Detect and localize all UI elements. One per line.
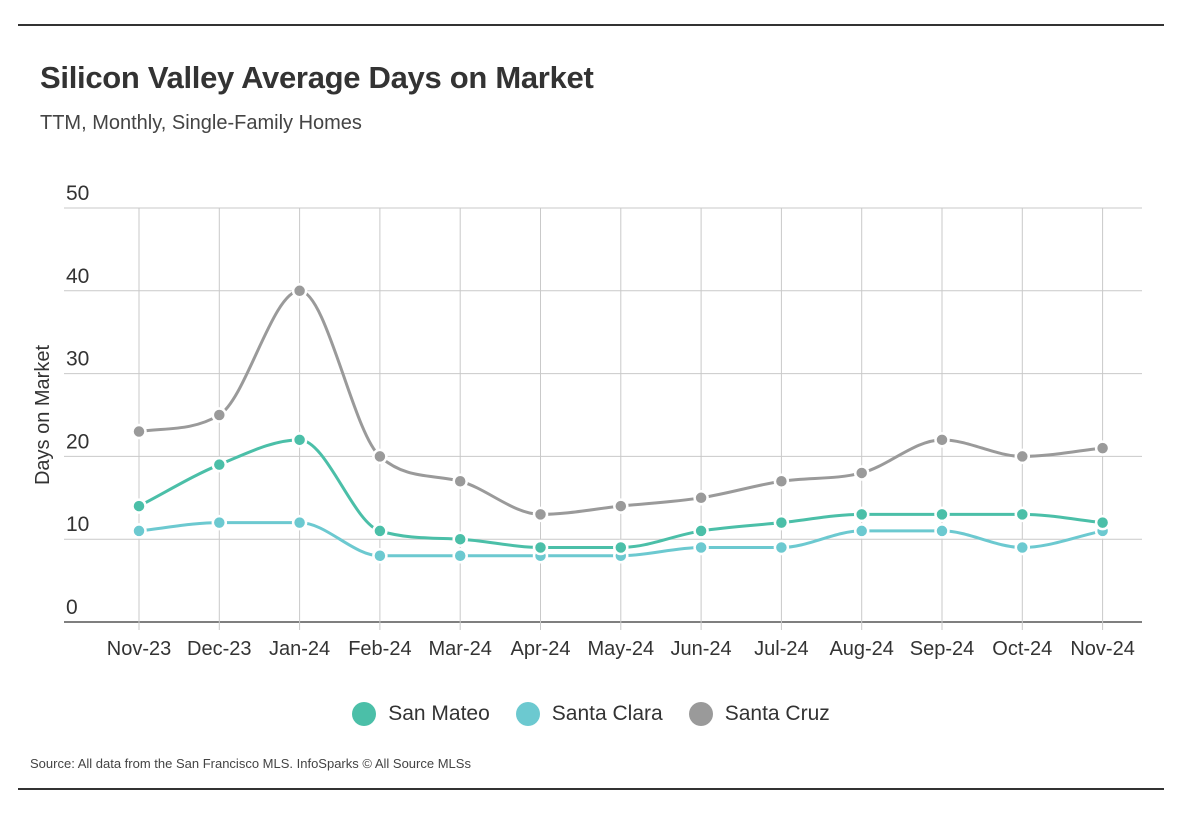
chart-title: Silicon Valley Average Days on Market xyxy=(40,60,594,95)
data-point-santa-cruz xyxy=(131,423,147,440)
legend-label: San Mateo xyxy=(388,702,490,725)
x-tick-label: Jun-24 xyxy=(671,638,732,660)
x-tick-label: May-24 xyxy=(587,638,654,660)
data-point-santa-cruz xyxy=(693,490,709,506)
source-note: Source: All data from the San Francisco … xyxy=(30,756,471,771)
legend-label: Santa Clara xyxy=(551,702,663,725)
data-point-san-mateo xyxy=(1094,514,1111,531)
x-tick-label: Oct-24 xyxy=(992,638,1052,660)
legend-item-santa-cruz: Santa Cruz xyxy=(688,702,830,726)
data-point-san-mateo xyxy=(934,506,950,523)
x-tick-label: Mar-24 xyxy=(429,638,492,660)
data-point-san-mateo xyxy=(532,539,549,556)
x-tick-label: Apr-24 xyxy=(510,638,570,660)
x-tick-label: Dec-23 xyxy=(187,638,251,660)
data-point-san-mateo xyxy=(452,531,468,547)
y-tick-label: 10 xyxy=(66,513,89,536)
line-chart: 0 10 20 30 40 50 Nov-23 Dec-23 Jan-24 Feb-24 Mar-2… xyxy=(32,182,1142,660)
data-point-santa-clara xyxy=(1014,539,1031,556)
top-rule xyxy=(18,24,1164,26)
data-point-santa-cruz xyxy=(372,448,388,465)
data-point-santa-cruz xyxy=(853,465,870,481)
data-point-san-mateo xyxy=(693,523,709,539)
y-tick-label: 40 xyxy=(66,265,89,288)
x-tick-label: Jul-24 xyxy=(754,638,808,660)
y-tick-label: 20 xyxy=(66,430,89,453)
data-point-santa-cruz xyxy=(613,498,629,514)
data-point-santa-clara xyxy=(693,539,709,556)
x-tick-label: Nov-23 xyxy=(107,638,171,660)
chart-subtitle: TTM, Monthly, Single-Family Homes xyxy=(40,112,362,134)
x-tick-label: Nov-24 xyxy=(1070,638,1134,660)
legend-label: Santa Cruz xyxy=(724,702,830,725)
chart-legend: San Mateo Santa Clara Santa Cruz xyxy=(0,702,1182,726)
data-point-san-mateo xyxy=(211,456,228,473)
legend-swatch xyxy=(352,702,377,726)
data-point-santa-cruz xyxy=(291,283,308,299)
y-axis-label: Days on Market xyxy=(32,345,54,485)
data-point-santa-clara xyxy=(853,523,870,539)
data-point-santa-cruz xyxy=(211,407,228,423)
data-point-santa-clara xyxy=(452,548,468,564)
data-point-san-mateo xyxy=(372,523,388,539)
data-point-santa-clara xyxy=(773,539,790,556)
x-tick-label: Aug-24 xyxy=(829,638,894,660)
data-point-san-mateo xyxy=(773,514,790,531)
data-point-san-mateo xyxy=(853,506,870,523)
data-point-santa-cruz xyxy=(934,432,950,448)
data-point-santa-clara xyxy=(372,548,388,564)
data-point-santa-clara xyxy=(211,514,228,531)
data-point-santa-clara xyxy=(934,523,950,539)
x-tick-label: Sep-24 xyxy=(910,638,975,660)
data-point-san-mateo xyxy=(1014,506,1031,523)
data-point-santa-cruz xyxy=(532,506,549,523)
legend-swatch xyxy=(688,702,713,726)
y-tick-label: 30 xyxy=(66,348,89,371)
y-tick-label: 0 xyxy=(66,596,78,619)
data-point-santa-clara xyxy=(131,523,147,539)
data-point-santa-cruz xyxy=(1094,440,1111,456)
data-point-san-mateo xyxy=(613,539,629,556)
legend-item-santa-clara: Santa Clara xyxy=(515,702,663,726)
x-tick-label: Feb-24 xyxy=(348,638,411,660)
bottom-rule xyxy=(18,788,1164,790)
data-point-santa-cruz xyxy=(1014,448,1031,465)
y-tick-label: 50 xyxy=(66,182,89,205)
data-point-san-mateo xyxy=(131,498,147,514)
data-point-santa-cruz xyxy=(452,473,468,489)
legend-item-san-mateo: San Mateo xyxy=(352,702,490,726)
legend-swatch xyxy=(515,702,540,726)
data-point-san-mateo xyxy=(291,432,308,448)
data-point-santa-clara xyxy=(291,514,308,531)
x-tick-label: Jan-24 xyxy=(269,638,330,660)
data-point-santa-cruz xyxy=(773,473,790,489)
